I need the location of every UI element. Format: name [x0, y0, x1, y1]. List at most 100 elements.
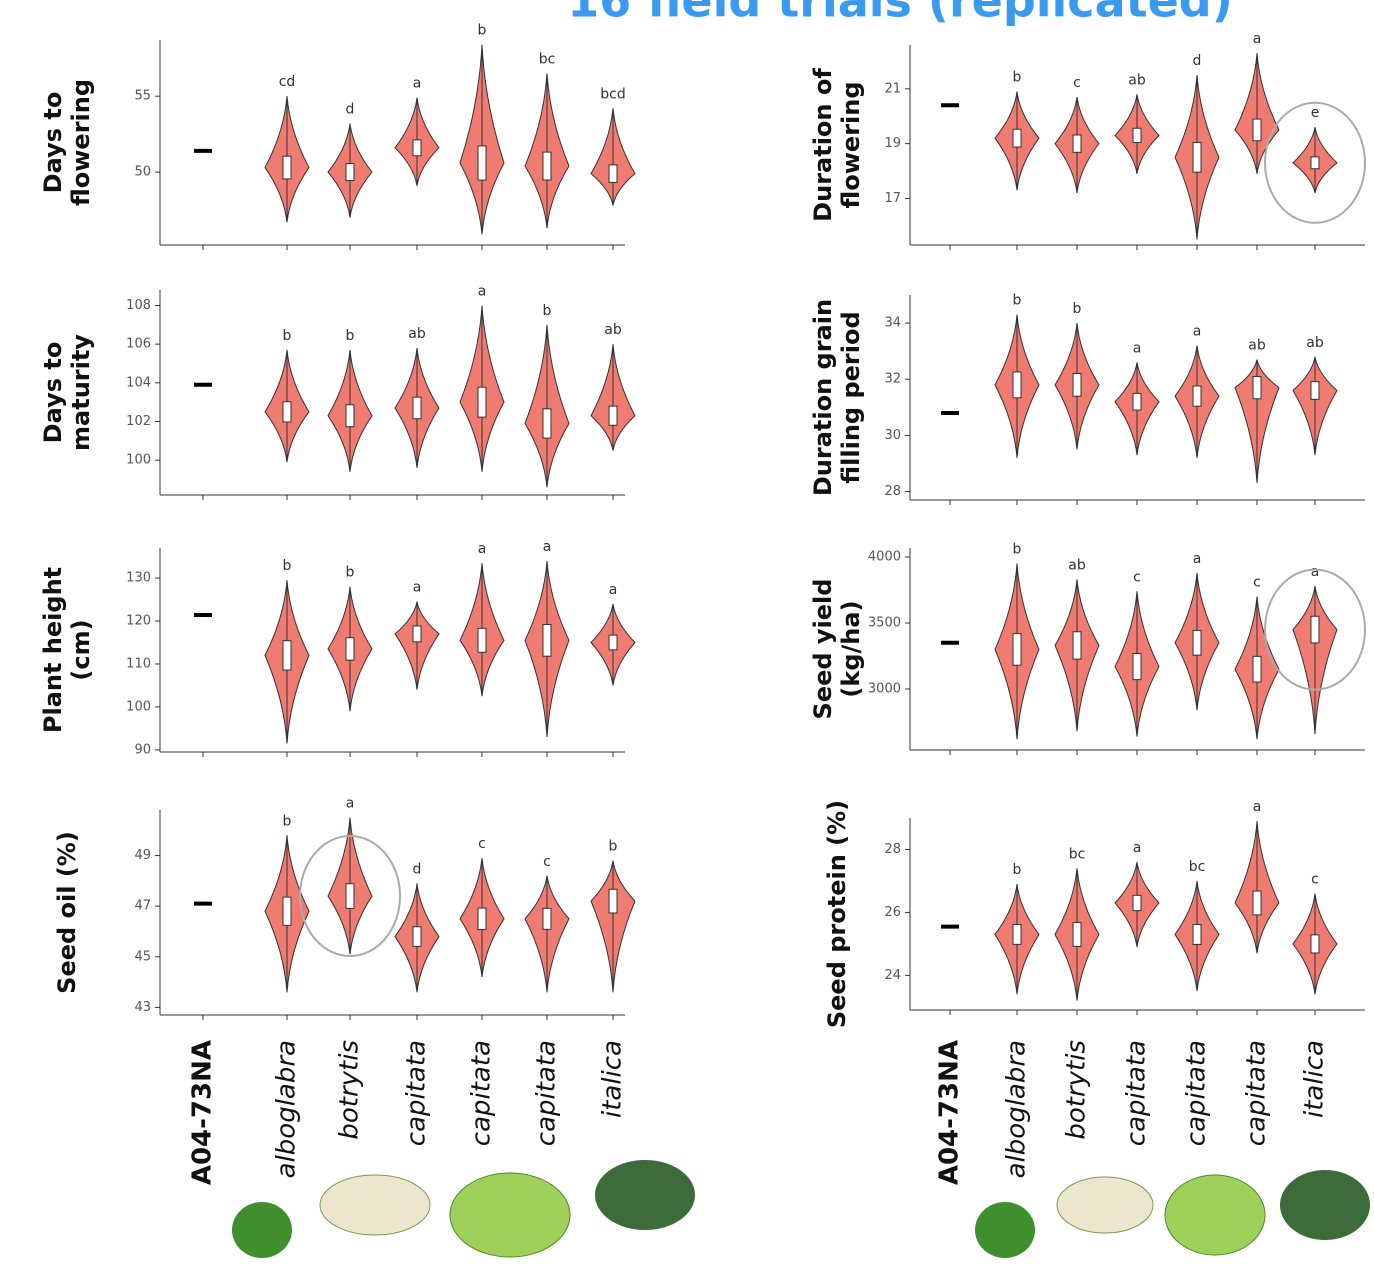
median-box	[412, 139, 422, 157]
x-tick-label: capitata	[467, 1040, 497, 1146]
median-box	[1012, 128, 1022, 148]
y-tick-label: 49	[134, 848, 151, 863]
x-tick-label: A04-73NA	[188, 1040, 218, 1185]
significance-letter: e	[1311, 105, 1320, 121]
median-box	[542, 907, 552, 930]
highlight-circle	[1264, 101, 1366, 224]
y-axis-label: Duration of	[809, 68, 837, 222]
significance-letter: bc	[539, 51, 556, 67]
y-tick-label: 100	[126, 699, 151, 714]
median-box	[1132, 392, 1142, 411]
significance-letter: d	[1193, 53, 1202, 69]
median-box	[1072, 372, 1082, 397]
icon-cabbage	[449, 1172, 571, 1258]
significance-letter: b	[346, 328, 355, 344]
icon-kale	[975, 1202, 1035, 1258]
significance-letter: a	[478, 283, 487, 299]
significance-letter: b	[1013, 862, 1022, 878]
significance-letter: b	[609, 839, 618, 855]
median-box	[1012, 924, 1022, 945]
icon-broccoli	[1280, 1170, 1370, 1240]
y-tick-label: 26	[884, 905, 901, 920]
significance-letter: c	[1073, 75, 1081, 91]
y-tick-label: 120	[126, 614, 151, 629]
significance-letter: a	[1253, 31, 1262, 47]
y-tick-label: 110	[126, 656, 151, 671]
significance-letter: ab	[1248, 338, 1266, 354]
figure-title: 16 field trials (replicated)	[567, 0, 1233, 28]
median-box	[477, 907, 487, 931]
significance-letter: a	[543, 539, 552, 555]
median-box	[608, 888, 618, 914]
panel: 28 30 32 34 Duration grain filling period b b a a…	[809, 293, 1365, 505]
median-box	[282, 401, 292, 423]
x-tick-label: alboglabra	[272, 1040, 302, 1178]
y-axis-label: Plant height	[39, 567, 67, 733]
y-tick-label: 30	[884, 428, 901, 443]
median-box	[477, 386, 487, 418]
median-box	[1252, 655, 1262, 683]
significance-letter: a	[413, 580, 422, 596]
median-box	[477, 627, 487, 653]
median-box	[282, 640, 292, 671]
median-box	[412, 396, 422, 420]
significance-letter: cd	[279, 74, 296, 90]
significance-letter: a	[1133, 840, 1142, 856]
significance-letter: bc	[1069, 846, 1086, 862]
y-axis-label: (kg/ha)	[837, 600, 865, 697]
x-tick-label: italica	[1300, 1040, 1330, 1118]
significance-letter: b	[283, 328, 292, 344]
y-tick-label: 106	[126, 337, 151, 352]
significance-letter: ab	[408, 326, 426, 342]
significance-letter: c	[478, 836, 486, 852]
median-box	[542, 623, 552, 657]
y-axis-label: filling period	[837, 311, 865, 483]
median-box	[1310, 381, 1320, 400]
y-tick-label: 3000	[868, 682, 901, 697]
significance-letter: b	[1073, 301, 1082, 317]
median-box	[608, 164, 618, 183]
significance-letter: b	[478, 23, 487, 39]
median-box	[1132, 127, 1142, 144]
panel: 50 55 Days to flowering cd d a b bc bcd	[39, 23, 636, 250]
median-box	[345, 163, 355, 182]
y-tick-label: 90	[134, 742, 151, 757]
icon-broccoli	[595, 1160, 695, 1230]
y-axis-label: (cm)	[67, 619, 95, 680]
y-tick-label: 104	[126, 375, 151, 390]
y-tick-label: 45	[134, 949, 151, 964]
x-tick-label: botrytis	[1062, 1040, 1092, 1140]
x-tick-label: capitata	[532, 1040, 562, 1146]
y-axis-label: Days to	[39, 92, 67, 194]
y-tick-label: 17	[884, 191, 901, 206]
median-box	[477, 145, 487, 181]
significance-letter: b	[1013, 70, 1022, 86]
median-box	[1132, 652, 1142, 681]
median-box	[1252, 890, 1262, 916]
x-tick-label: botrytis	[335, 1040, 365, 1140]
significance-letter: c	[543, 854, 551, 870]
vegetable-icons	[232, 1160, 1370, 1258]
y-tick-label: 47	[134, 899, 151, 914]
y-axis-label: flowering	[67, 79, 95, 206]
icon-cauliflower	[319, 1174, 431, 1236]
y-tick-label: 100	[126, 453, 151, 468]
significance-letter: d	[346, 102, 355, 118]
y-tick-label: 28	[884, 842, 901, 857]
median-box	[1072, 922, 1082, 947]
median-box	[608, 405, 618, 426]
median-box	[1192, 629, 1202, 656]
median-box	[542, 151, 552, 181]
y-tick-label: 4000	[868, 549, 901, 564]
highlight-circle	[1264, 568, 1366, 691]
y-tick-label: 19	[884, 136, 901, 151]
significance-letter: ab	[1128, 72, 1146, 88]
significance-letter: c	[1311, 872, 1319, 888]
significance-letter: c	[1133, 569, 1141, 585]
significance-letter: a	[1193, 324, 1202, 340]
y-tick-label: 130	[126, 571, 151, 586]
significance-letter: ab	[1068, 557, 1086, 573]
median-box	[1012, 633, 1022, 666]
median-box	[412, 625, 422, 643]
